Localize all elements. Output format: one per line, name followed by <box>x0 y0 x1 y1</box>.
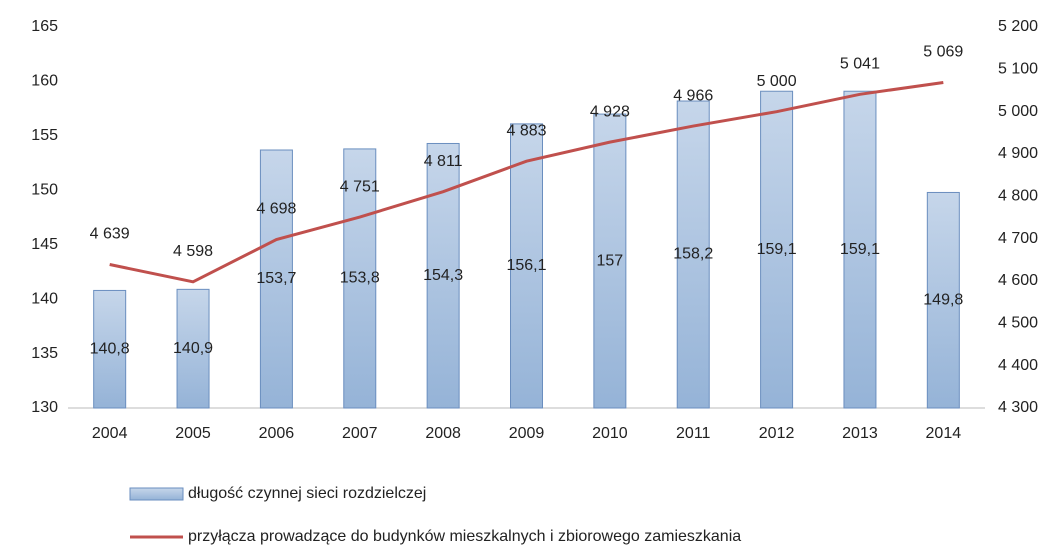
bar-value-label: 140,9 <box>173 340 213 357</box>
y2-tick-label: 5 200 <box>998 18 1038 35</box>
x-tick-label: 2012 <box>759 425 795 442</box>
y2-tick-label: 4 600 <box>998 272 1038 289</box>
line-value-label: 5 000 <box>757 73 797 90</box>
bar <box>510 123 543 409</box>
x-tick-label: 2006 <box>259 425 295 442</box>
bar <box>93 289 127 409</box>
bar-value-label: 157 <box>597 252 624 269</box>
y-tick-label: 155 <box>31 127 58 144</box>
x-tick-label: 2010 <box>592 425 628 442</box>
bar <box>259 149 293 409</box>
y-tick-label: 140 <box>31 290 58 307</box>
line-value-label: 4 811 <box>424 153 463 170</box>
y-tick-label: 160 <box>31 73 58 90</box>
legend-swatch <box>129 487 184 501</box>
x-tick-label: 2014 <box>926 425 962 442</box>
y2-tick-label: 4 300 <box>998 399 1038 416</box>
y-tick-label: 150 <box>31 182 58 199</box>
y-tick-label: 130 <box>31 399 58 416</box>
bar-value-label: 159,1 <box>840 241 880 258</box>
x-tick-label: 2011 <box>676 425 711 442</box>
bar-value-label: 159,1 <box>757 241 797 258</box>
bar <box>926 191 960 409</box>
bar-value-label: 153,7 <box>256 270 296 287</box>
line-value-label: 4 966 <box>673 87 713 104</box>
bar-value-label: 140,8 <box>90 340 130 357</box>
x-tick-label: 2009 <box>509 425 545 442</box>
x-tick-label: 2004 <box>92 425 128 442</box>
y2-tick-label: 4 800 <box>998 188 1038 205</box>
y-tick-label: 145 <box>31 236 58 253</box>
line-value-label: 4 698 <box>256 201 296 218</box>
bar <box>843 90 877 409</box>
bar <box>760 90 794 409</box>
y2-tick-label: 5 000 <box>998 103 1038 120</box>
x-tick-label: 2005 <box>175 425 211 442</box>
bar-value-label: 154,3 <box>423 267 463 284</box>
line-value-label: 5 069 <box>923 44 963 61</box>
line-value-label: 4 639 <box>90 226 130 243</box>
y2-tick-label: 5 100 <box>998 61 1038 78</box>
legend-label: przyłącza prowadzące do budynków mieszka… <box>188 528 741 545</box>
line-value-label: 4 928 <box>590 103 630 120</box>
y-tick-label: 165 <box>31 18 58 35</box>
legend-label: długość czynnej sieci rozdzielczej <box>188 485 426 502</box>
line-value-label: 4 598 <box>173 243 213 260</box>
bar-value-label: 156,1 <box>506 257 546 274</box>
y2-tick-label: 4 900 <box>998 145 1038 162</box>
bar <box>176 288 210 409</box>
y2-tick-label: 4 500 <box>998 315 1038 332</box>
bar <box>343 148 377 409</box>
y2-tick-label: 4 700 <box>998 230 1038 247</box>
line-value-label: 4 883 <box>506 122 546 139</box>
x-tick-label: 2008 <box>425 425 461 442</box>
line-value-label: 4 751 <box>340 178 380 195</box>
bar <box>593 113 627 409</box>
x-tick-label: 2013 <box>842 425 878 442</box>
line-value-label: 5 041 <box>840 56 880 73</box>
bar-value-label: 158,2 <box>673 246 713 263</box>
bar-value-label: 149,8 <box>923 291 963 308</box>
bar <box>676 100 710 409</box>
x-tick-label: 2007 <box>342 425 378 442</box>
bar-value-label: 153,8 <box>340 270 380 287</box>
line <box>109 80 944 284</box>
y-tick-label: 135 <box>31 345 58 362</box>
y2-tick-label: 4 400 <box>998 357 1038 374</box>
